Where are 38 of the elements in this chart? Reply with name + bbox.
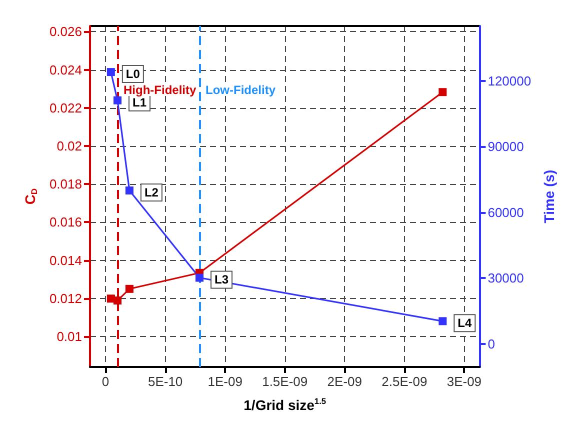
x-tick-label: 5E-10: [148, 374, 183, 389]
y-tick-label: 0.014: [49, 252, 82, 268]
data-label: L1: [132, 95, 147, 110]
x-tick-label: 1E-09: [208, 374, 242, 389]
y2-tick-label: 0: [488, 336, 495, 352]
y-tick-label: 0.016: [49, 214, 82, 230]
point: [438, 88, 447, 96]
point: [106, 68, 115, 76]
y2-tick-label: 90000: [488, 139, 524, 154]
x-tick-label: 2.5E-09: [382, 374, 428, 389]
x-tick-label: 3E-09: [446, 374, 482, 389]
y2-axis-title: Time (s): [541, 170, 557, 224]
data-label: L2: [144, 185, 159, 200]
y2-tick-label: 30000: [488, 270, 524, 286]
x-tick-label: 0: [102, 374, 110, 389]
point: [438, 317, 447, 326]
ref-line-label: Low-Fidelity: [206, 83, 276, 97]
data-label: L3: [214, 272, 229, 287]
y-tick-label: 0.018: [49, 176, 82, 192]
ref-line-label: High-Fidelity: [123, 83, 196, 97]
data-label: L0: [126, 67, 140, 82]
y2-tick-label: 60000: [488, 204, 524, 220]
y-axis-title: CD: [22, 188, 39, 205]
y-tick-label: 0.012: [49, 290, 82, 306]
y-tick-label: 0.01: [56, 329, 82, 344]
x-tick-label: 2E-09: [327, 374, 362, 389]
y-tick-label: 0.022: [49, 100, 82, 116]
point: [196, 274, 204, 282]
data-label: L4: [458, 316, 472, 330]
y2-tick-label: 120000: [488, 73, 532, 88]
point: [113, 96, 122, 104]
y-tick-label: 0.02: [56, 138, 82, 154]
y-tick-label: 0.024: [49, 62, 82, 78]
x-tick-label: 1.5E-09: [262, 374, 308, 389]
y-tick-label: 0.026: [49, 24, 82, 40]
point: [125, 186, 134, 194]
point: [125, 284, 134, 293]
point: [113, 296, 122, 305]
